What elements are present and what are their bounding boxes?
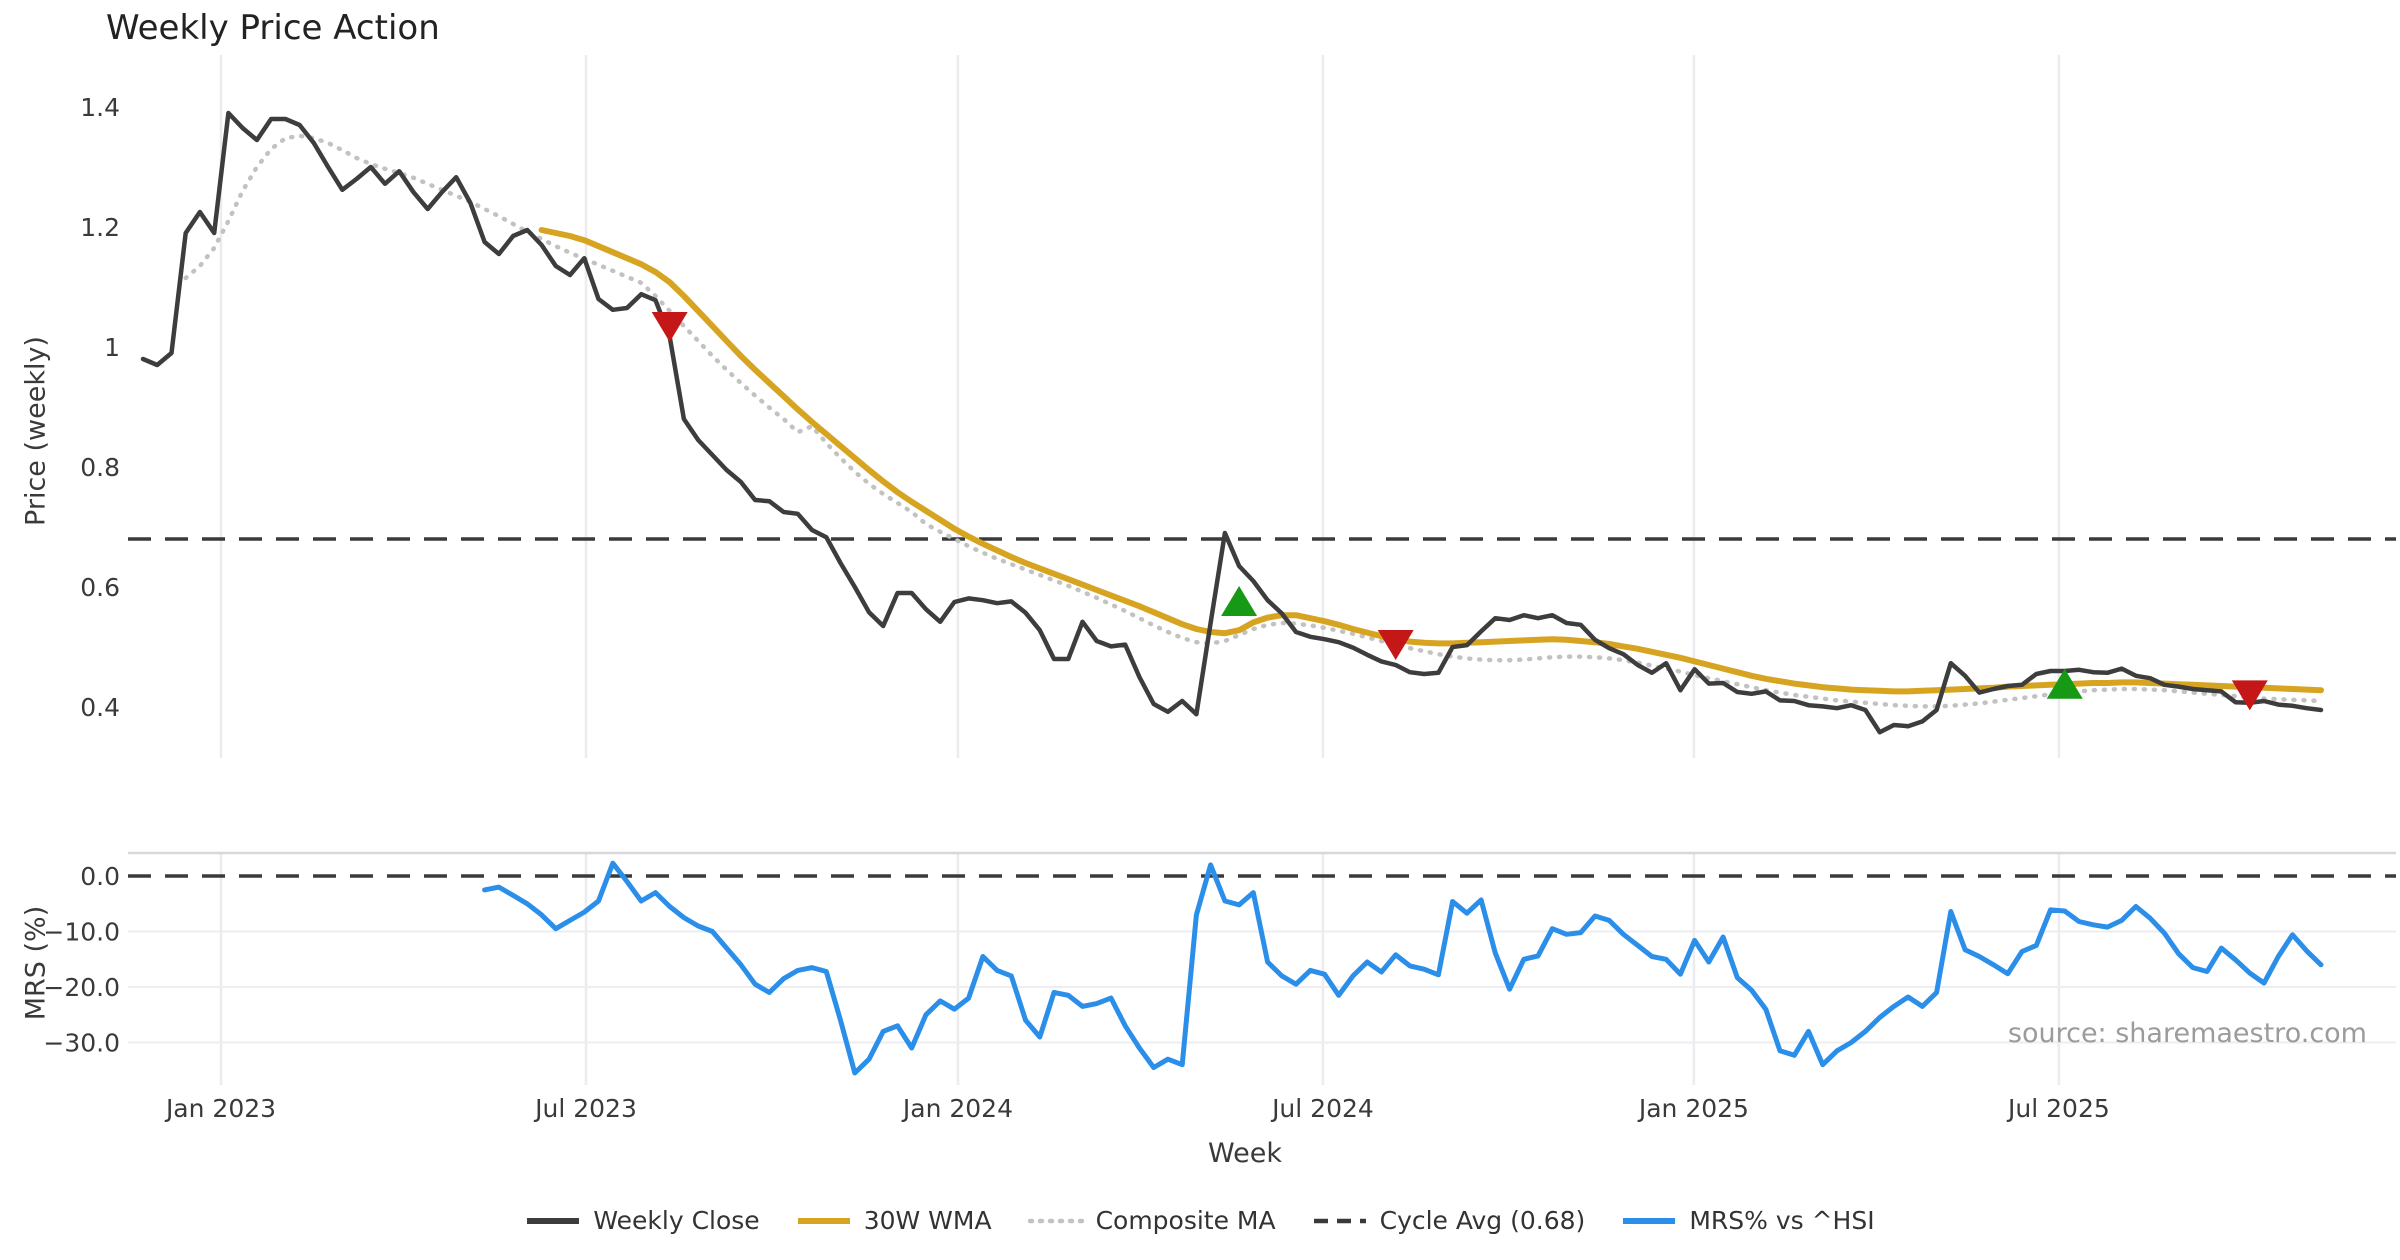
x-tick-label: Jan 2024 (901, 1094, 1013, 1123)
mrs-tick-label: 0.0 (80, 862, 120, 891)
legend-swatch-wma-icon (797, 1217, 850, 1224)
buy-marker-icon (2046, 668, 2083, 699)
price-tick-label: 1.4 (80, 93, 120, 122)
mrs-tick-label: −20.0 (43, 973, 120, 1002)
legend: Weekly Close 30W WMA Composite MA Cycle Avg… (0, 1206, 2400, 1235)
legend-label: Weekly Close (593, 1206, 760, 1235)
x-tick-label: Jul 2023 (533, 1094, 637, 1123)
weekly-close-line (140, 110, 2324, 735)
sell-marker-icon (2231, 680, 2268, 711)
legend-item-composite: Composite MA (1027, 1206, 1276, 1235)
price-tick-label: 1.2 (80, 213, 120, 242)
legend-swatch-cycle-icon (1313, 1218, 1366, 1223)
legend-item-mrs: MRS% vs ^HSI (1621, 1206, 1875, 1235)
legend-swatch-composite-icon (1027, 1218, 1084, 1223)
x-axis-label: Week (1208, 1138, 1282, 1169)
x-tick-label: Jul 2024 (1270, 1094, 1374, 1123)
legend-label: MRS% vs ^HSI (1689, 1206, 1875, 1235)
mrs-line (482, 860, 2324, 1076)
mrs-tick-label: −10.0 (43, 918, 120, 947)
legend-label: Composite MA (1095, 1206, 1276, 1235)
legend-item-wma: 30W WMA (796, 1206, 992, 1235)
price-tick-label: 1 (104, 333, 120, 362)
composite-ma-line (183, 133, 2324, 709)
sell-marker-icon (651, 312, 688, 342)
mrs-tick-label: −30.0 (43, 1029, 120, 1058)
price-tick-label: 0.6 (80, 573, 120, 602)
price-tick-label: 0.8 (80, 453, 120, 482)
buy-marker-icon (1221, 586, 1258, 616)
legend-swatch-mrs-icon (1623, 1217, 1676, 1224)
x-tick-label: Jan 2023 (164, 1094, 276, 1123)
source-note: source: sharemaestro.com (2007, 1018, 2367, 1049)
legend-label: 30W WMA (863, 1206, 992, 1235)
legend-item-cycle: Cycle Avg (0.68) (1312, 1206, 1586, 1235)
x-tick-label: Jul 2025 (2006, 1094, 2110, 1123)
sell-marker-icon (1377, 630, 1414, 660)
price-tick-label: 0.4 (80, 693, 120, 722)
wma-line (538, 227, 2324, 695)
x-tick-label: Jan 2025 (1637, 1094, 1749, 1123)
legend-item-close: Weekly Close (525, 1206, 760, 1235)
page-title: Weekly Price Action (106, 8, 440, 48)
legend-swatch-close-icon (527, 1217, 580, 1224)
legend-label: Cycle Avg (0.68) (1379, 1206, 1586, 1235)
